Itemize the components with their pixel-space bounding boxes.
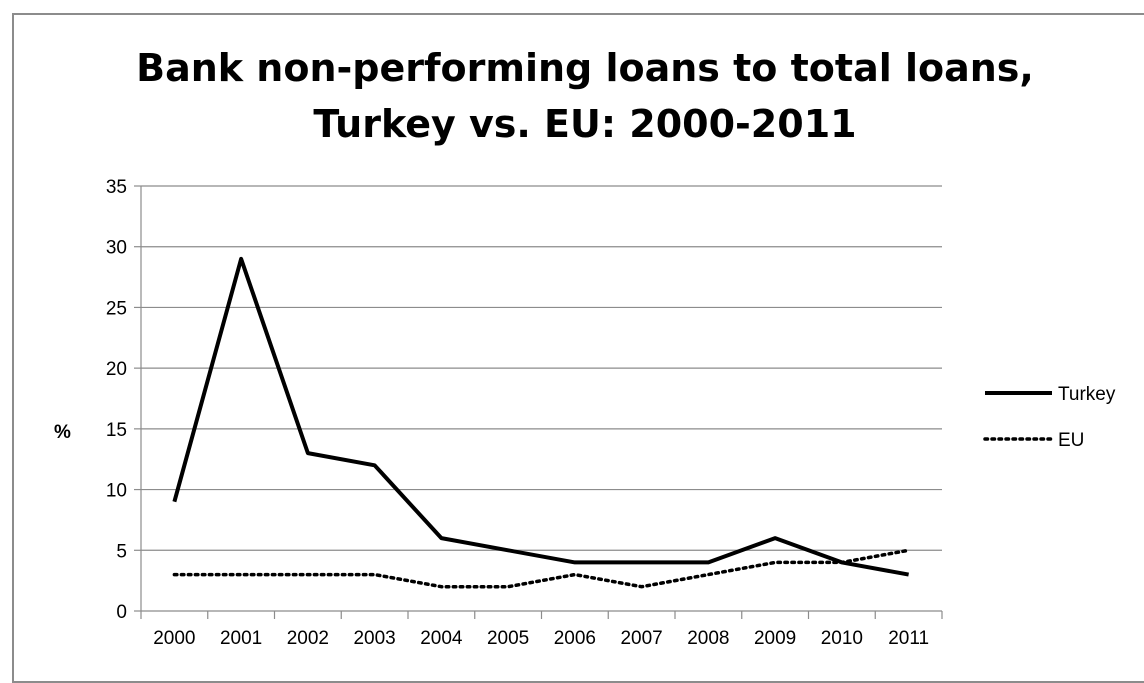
y-tick-label: 35 bbox=[106, 177, 127, 198]
y-tick-label: 30 bbox=[106, 238, 127, 259]
x-tick-label: 2010 bbox=[821, 628, 863, 649]
chart-frame bbox=[12, 13, 1144, 683]
y-tick-label: 5 bbox=[116, 541, 127, 562]
y-tick-label: 25 bbox=[106, 298, 127, 319]
legend: Turkey EU bbox=[983, 384, 1116, 451]
x-tick-label: 2002 bbox=[287, 628, 329, 649]
x-tick-label: 2005 bbox=[487, 628, 529, 649]
x-tick-label: 2006 bbox=[554, 628, 596, 649]
y-tick-label: 20 bbox=[106, 359, 127, 380]
x-tick-label: 2008 bbox=[687, 628, 729, 649]
y-tick-label: 10 bbox=[106, 481, 127, 502]
gridlines bbox=[141, 185, 942, 551]
x-tick-label: 2003 bbox=[353, 628, 395, 649]
legend-label-eu: EU bbox=[1058, 430, 1084, 451]
x-tick-label: 2004 bbox=[420, 628, 463, 649]
line-chart: 0 5 10 15 20 25 30 35 2000 2001 2002 2003 2004 2005 20… bbox=[54, 177, 1116, 649]
series-line-turkey bbox=[172, 256, 909, 577]
series-lines bbox=[172, 256, 911, 589]
y-tick-label: 0 bbox=[116, 602, 127, 623]
y-tick-label: 15 bbox=[106, 420, 127, 441]
axes: 0 5 10 15 20 25 30 35 2000 2001 2002 2003 2004 2005 20… bbox=[106, 177, 943, 649]
x-tick-label: 2007 bbox=[620, 628, 662, 649]
y-axis-label: % bbox=[54, 422, 71, 443]
x-tick-label: 2001 bbox=[220, 628, 262, 649]
series-line-eu bbox=[172, 548, 911, 589]
x-tick-label: 2011 bbox=[888, 628, 929, 649]
chart-title: Bank non-performing loans to total loans… bbox=[136, 46, 1034, 146]
x-tick-label: 2000 bbox=[153, 628, 195, 649]
legend-label-turkey: Turkey bbox=[1058, 384, 1116, 405]
x-tick-label: 2009 bbox=[754, 628, 796, 649]
